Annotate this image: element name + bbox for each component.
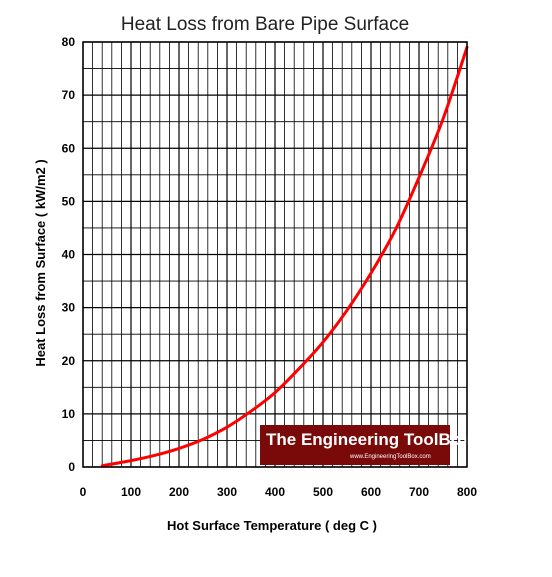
- x-tick-label: 0: [80, 485, 87, 499]
- x-tick-label: 600: [361, 485, 381, 499]
- watermark-title: The Engineering ToolBox: [266, 430, 471, 449]
- y-tick-label: 60: [62, 141, 76, 155]
- y-tick-label: 20: [62, 354, 76, 368]
- x-axis-label: Hot Surface Temperature ( deg C ): [167, 518, 377, 533]
- x-tick-label: 800: [457, 485, 477, 499]
- plot-frame: [82, 41, 468, 468]
- x-tick-label: 700: [409, 485, 429, 499]
- x-tick-label: 400: [265, 485, 285, 499]
- watermark-logo: The Engineering ToolBox www.EngineeringT…: [260, 425, 471, 465]
- y-tick-label: 0: [68, 460, 75, 474]
- y-tick-label: 10: [62, 407, 76, 421]
- y-tick-label: 80: [62, 35, 76, 49]
- series-line: [100, 45, 469, 468]
- x-tick-labels: 0 100 200 300 400 500 600 700 800: [80, 485, 478, 499]
- grid: [82, 41, 468, 468]
- x-tick-label: 200: [169, 485, 189, 499]
- y-tick-label: 30: [62, 301, 76, 315]
- x-tick-label: 100: [121, 485, 141, 499]
- y-tick-label: 50: [62, 194, 76, 208]
- watermark-url: www.EngineeringToolBox.com: [349, 454, 431, 460]
- x-tick-label: 300: [217, 485, 237, 499]
- y-axis-label: Heat Loss from Surface ( kW/m2 ): [33, 159, 48, 366]
- x-tick-label: 500: [313, 485, 333, 499]
- chart-title: Heat Loss from Bare Pipe Surface: [121, 14, 409, 35]
- y-tick-label: 40: [62, 248, 76, 262]
- y-tick-labels: 0 10 20 30 40 50 60 70 80: [62, 35, 76, 474]
- watermark-background: [260, 425, 450, 465]
- y-tick-label: 70: [62, 88, 76, 102]
